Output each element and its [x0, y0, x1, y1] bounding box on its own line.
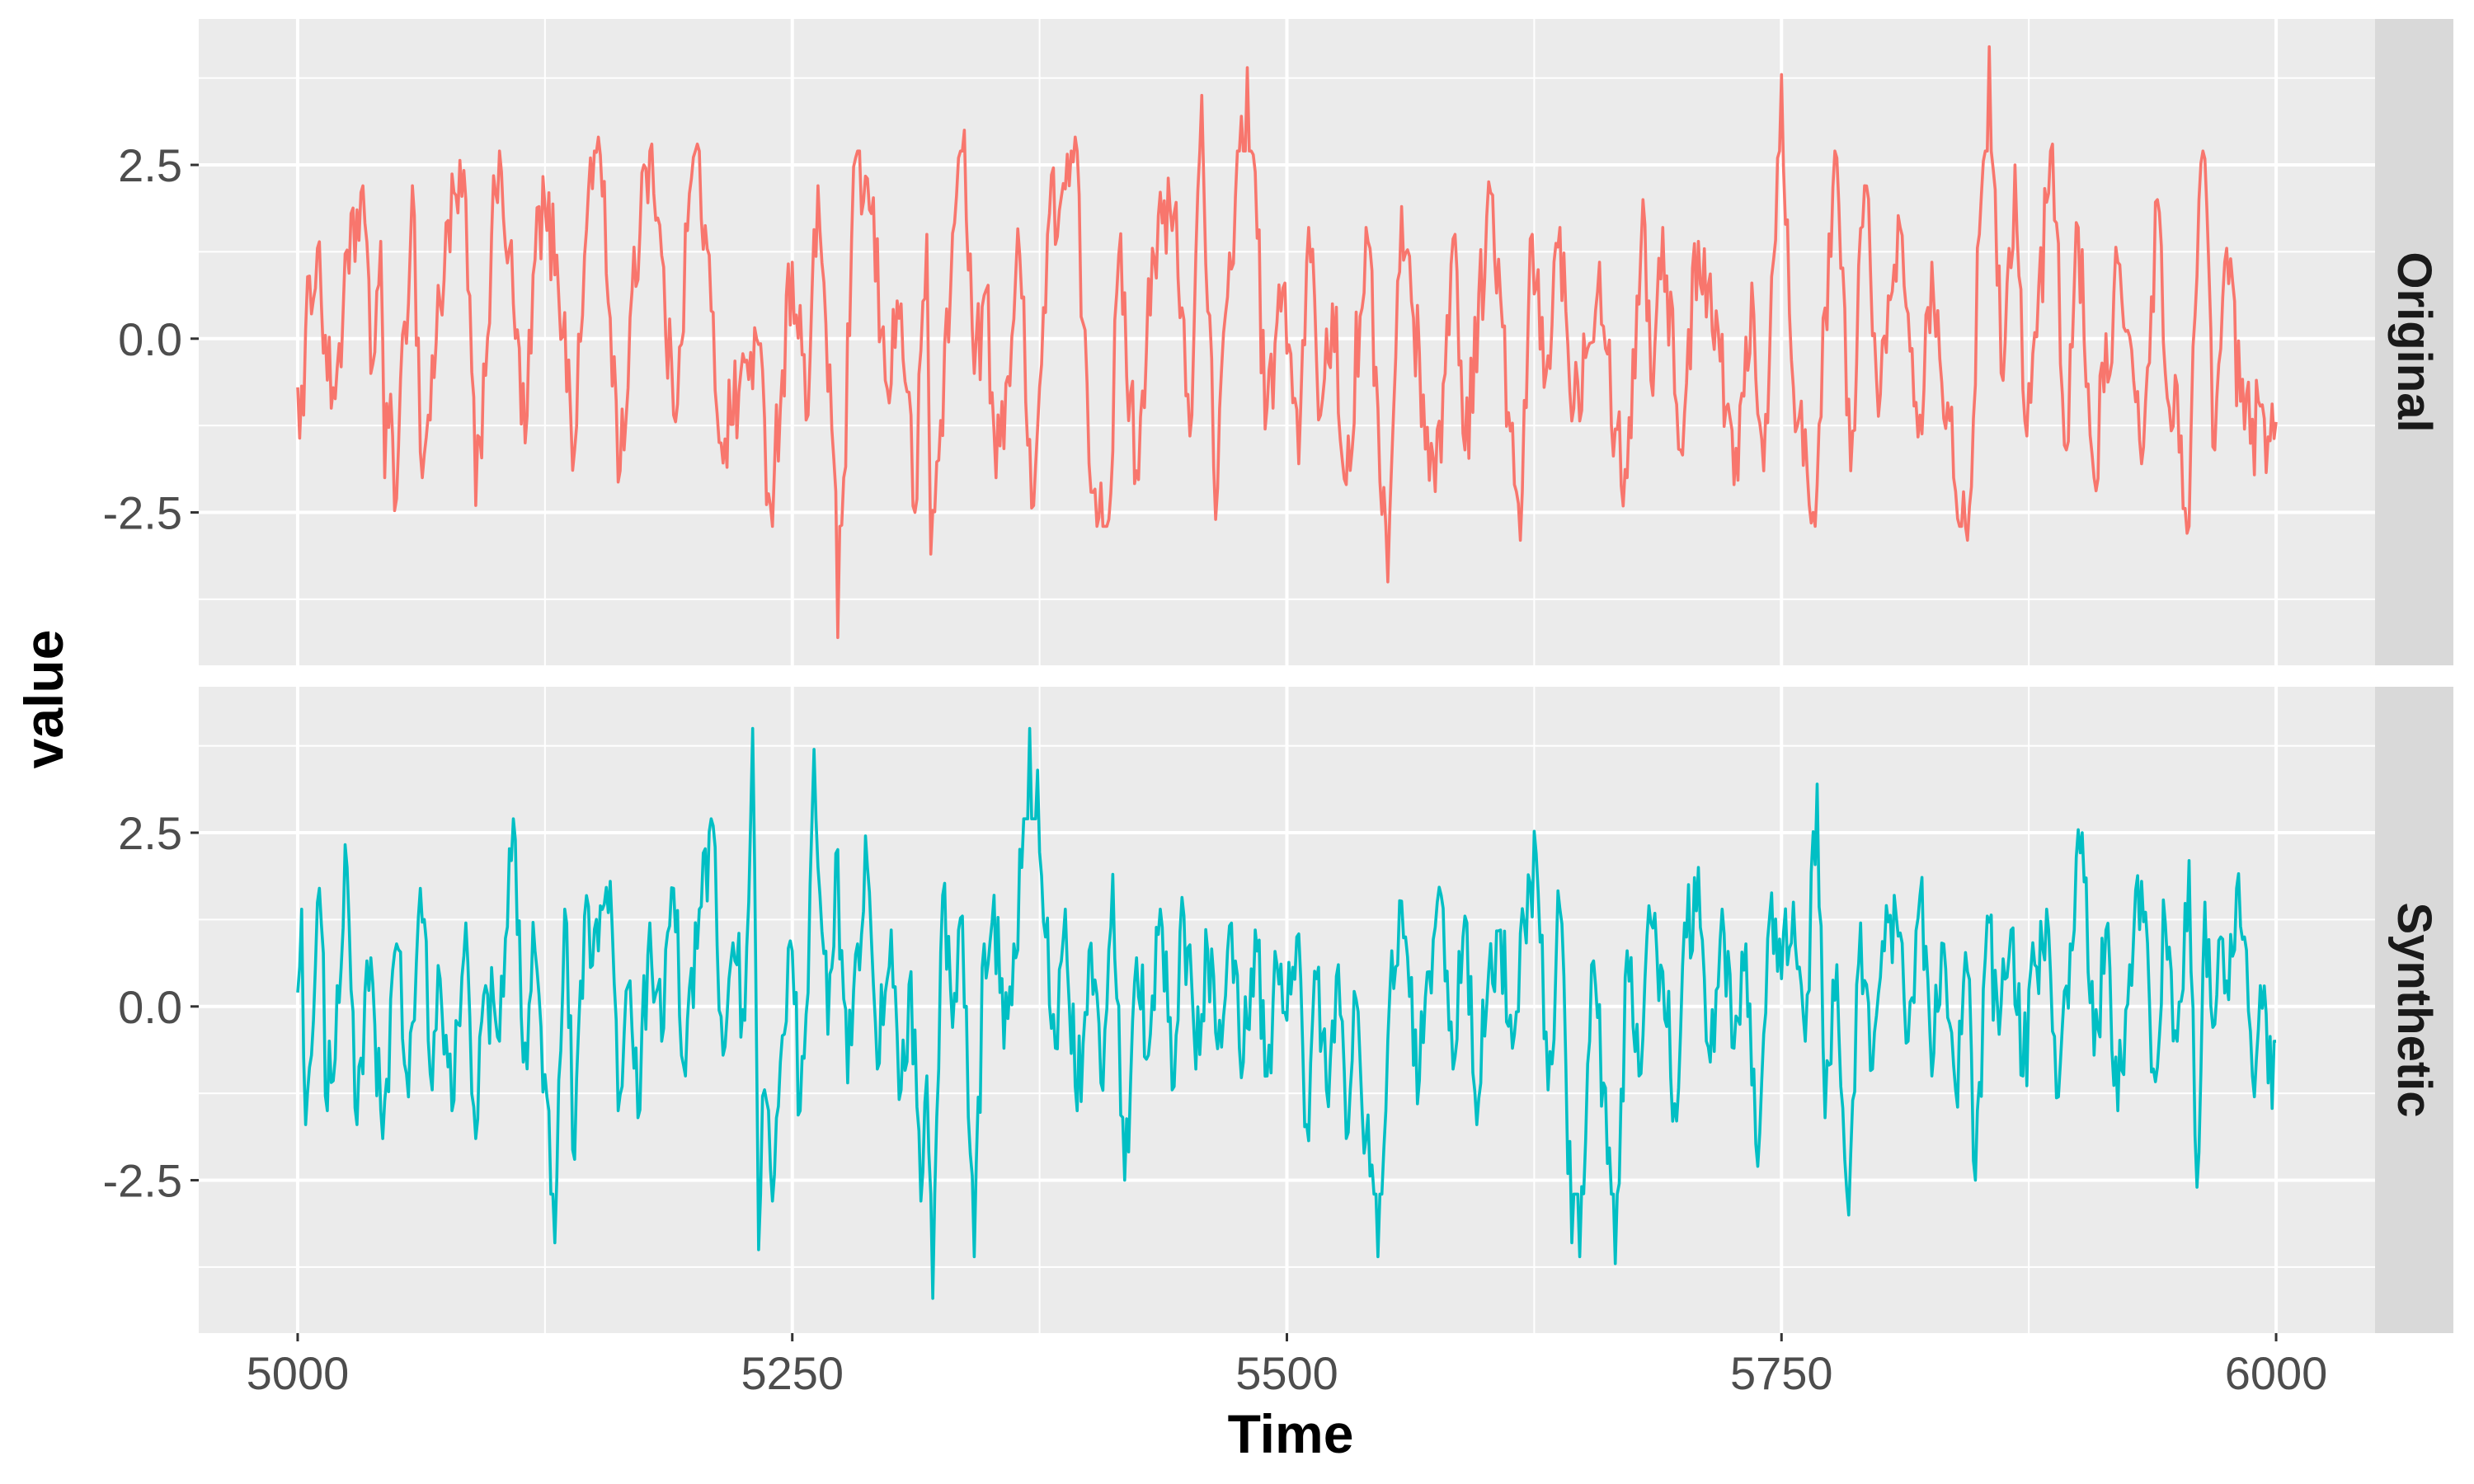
- series-line-synthetic: [296, 726, 2277, 1300]
- x-axis: 5000 5250 5500 5750 6000: [247, 1333, 2328, 1399]
- facet-strip: [2375, 19, 2453, 665]
- y-axis-title: value: [13, 630, 74, 769]
- x-tick-label: 5250: [741, 1347, 844, 1399]
- panel-original: -2.5 0.0 2.5 Original: [103, 19, 2453, 665]
- y-tick-label: -2.5: [103, 487, 183, 539]
- x-tick-label: 6000: [2225, 1347, 2328, 1399]
- x-axis-title: Time: [1228, 1403, 1354, 1464]
- y-tick-label: 2.5: [118, 139, 182, 191]
- y-tick-label: -2.5: [103, 1155, 183, 1207]
- y-tick-label: 0.0: [118, 981, 182, 1033]
- panels-group: -2.5 0.0 2.5 Original -2.5 0.0 2.5 Synthetic: [103, 19, 2453, 1333]
- x-tick-label: 5750: [1730, 1347, 1833, 1399]
- x-tick-label: 5000: [247, 1347, 350, 1399]
- x-tick-label: 5500: [1235, 1347, 1338, 1399]
- facet-strip-label: Synthetic: [2387, 902, 2441, 1117]
- y-tick-label: 0.0: [118, 313, 182, 365]
- series-line-original: [296, 45, 2278, 640]
- facet-strip: [2375, 687, 2453, 1333]
- y-tick-label: 2.5: [118, 807, 182, 859]
- facet-strip-label: Original: [2387, 251, 2441, 432]
- panel-synthetic: -2.5 0.0 2.5 Synthetic: [103, 687, 2453, 1333]
